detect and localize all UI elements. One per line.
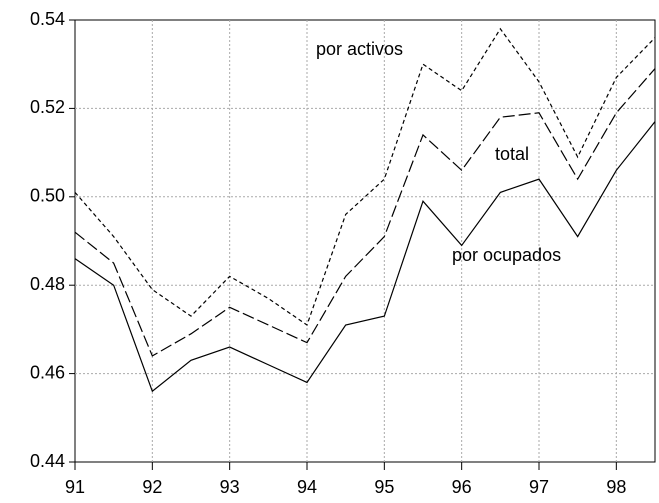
series-label: por activos [316, 39, 403, 59]
x-tick-label: 94 [297, 477, 317, 497]
x-tick-label: 92 [142, 477, 162, 497]
plot-frame [74, 19, 656, 463]
x-tick-label: 95 [374, 477, 394, 497]
series-label: total [495, 144, 529, 164]
y-tick-label: 0.50 [30, 186, 65, 206]
y-tick-label: 0.44 [30, 451, 65, 471]
y-tick-label: 0.46 [30, 362, 65, 382]
x-tick-label: 97 [529, 477, 549, 497]
y-tick-label: 0.54 [30, 9, 65, 29]
series-line [74, 27, 656, 326]
x-tick-label: 98 [606, 477, 626, 497]
series-label: por ocupados [452, 245, 561, 265]
y-tick-label: 0.48 [30, 274, 65, 294]
y-tick-label: 0.52 [30, 97, 65, 117]
series-line [74, 68, 656, 357]
x-tick-label: 96 [452, 477, 472, 497]
x-tick-label: 91 [65, 477, 85, 497]
series-line [74, 121, 656, 393]
x-tick-label: 93 [220, 477, 240, 497]
